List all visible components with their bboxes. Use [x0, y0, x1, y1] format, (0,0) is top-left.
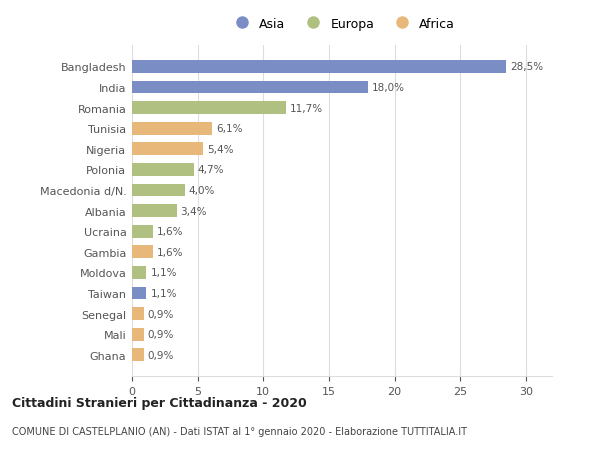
Text: 1,1%: 1,1%: [151, 268, 177, 278]
Text: 0,9%: 0,9%: [148, 330, 174, 339]
Bar: [132, 143, 203, 156]
Bar: [132, 349, 144, 361]
Text: 1,6%: 1,6%: [157, 247, 184, 257]
Legend: Asia, Europa, Africa: Asia, Europa, Africa: [224, 12, 460, 35]
Text: 18,0%: 18,0%: [372, 83, 405, 93]
Bar: [132, 287, 146, 300]
Text: 1,1%: 1,1%: [151, 288, 177, 298]
Bar: [132, 123, 212, 135]
Text: 4,0%: 4,0%: [188, 185, 215, 196]
Text: 11,7%: 11,7%: [290, 103, 323, 113]
Text: Cittadini Stranieri per Cittadinanza - 2020: Cittadini Stranieri per Cittadinanza - 2…: [12, 396, 307, 409]
Bar: [132, 225, 153, 238]
Text: 4,7%: 4,7%: [197, 165, 224, 175]
Text: 6,1%: 6,1%: [216, 124, 242, 134]
Bar: [132, 328, 144, 341]
Bar: [132, 102, 286, 115]
Text: COMUNE DI CASTELPLANIO (AN) - Dati ISTAT al 1° gennaio 2020 - Elaborazione TUTTI: COMUNE DI CASTELPLANIO (AN) - Dati ISTAT…: [12, 426, 467, 436]
Bar: [132, 164, 194, 176]
Bar: [132, 308, 144, 320]
Bar: [132, 184, 185, 197]
Text: 5,4%: 5,4%: [207, 145, 233, 155]
Bar: [132, 205, 176, 218]
Bar: [132, 266, 146, 279]
Text: 1,6%: 1,6%: [157, 227, 184, 237]
Text: 0,9%: 0,9%: [148, 309, 174, 319]
Text: 0,9%: 0,9%: [148, 350, 174, 360]
Bar: [132, 61, 506, 73]
Bar: [132, 246, 153, 258]
Text: 3,4%: 3,4%: [181, 206, 207, 216]
Text: 28,5%: 28,5%: [510, 62, 543, 72]
Bar: [132, 81, 368, 94]
